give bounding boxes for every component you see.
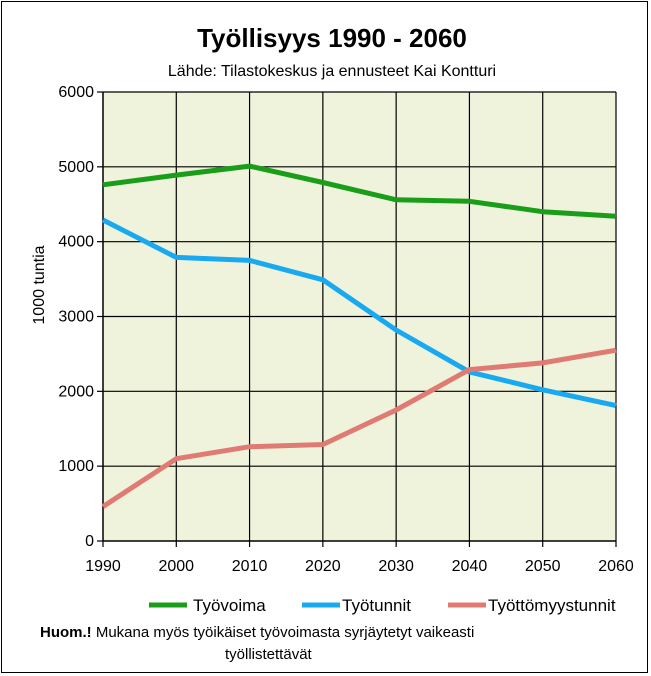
legend-label: Työttömyystunnit <box>488 596 616 615</box>
footnote-line-1: Huom.! Mukana myös työikäiset työvoimast… <box>40 624 474 641</box>
y-tick-label: 1000 <box>58 458 94 475</box>
footnote-line-2: työllistettävät <box>225 646 312 663</box>
x-tick-label: 2050 <box>525 558 561 575</box>
footnote-text: Mukana myös työikäiset työvoimasta syrjä… <box>91 624 475 641</box>
x-tick-label: 1990 <box>85 558 121 575</box>
y-tick-label: 3000 <box>58 309 94 326</box>
x-tick-label: 2060 <box>598 558 634 575</box>
gridlines <box>103 91 617 541</box>
axes: 0 1000 2000 3000 4000 5000 6000 1990 2000 2010 202… <box>58 84 633 575</box>
legend: Työvoima Työtunnit Työttömyystunnit <box>149 596 616 615</box>
legend-label: Työvoima <box>193 596 266 615</box>
y-tick-label: 4000 <box>58 234 94 251</box>
y-tick-label: 2000 <box>58 383 94 400</box>
chart-title: Työllisyys 1990 - 2060 <box>197 23 467 53</box>
x-tick-label: 2010 <box>232 558 268 575</box>
x-tick-label: 2000 <box>158 558 194 575</box>
chart-subtitle: Lähde: Tilastokeskus ja ennusteet Kai Ko… <box>168 63 496 80</box>
series-line <box>101 347 617 509</box>
series-line <box>102 163 617 219</box>
x-tick-label: 2030 <box>378 558 414 575</box>
x-tick-label: 2020 <box>305 558 341 575</box>
series-lines <box>101 163 617 509</box>
footnote-bold: Huom.! <box>40 624 92 641</box>
y-tick-label: 5000 <box>58 159 94 176</box>
y-tick-label: 6000 <box>58 84 94 101</box>
series-line <box>101 217 617 409</box>
x-tick-label: 2040 <box>452 558 488 575</box>
y-axis-label: 1000 tuntia <box>31 245 48 324</box>
y-tick-label: 0 <box>85 533 94 550</box>
legend-label: Työtunnit <box>342 596 411 615</box>
